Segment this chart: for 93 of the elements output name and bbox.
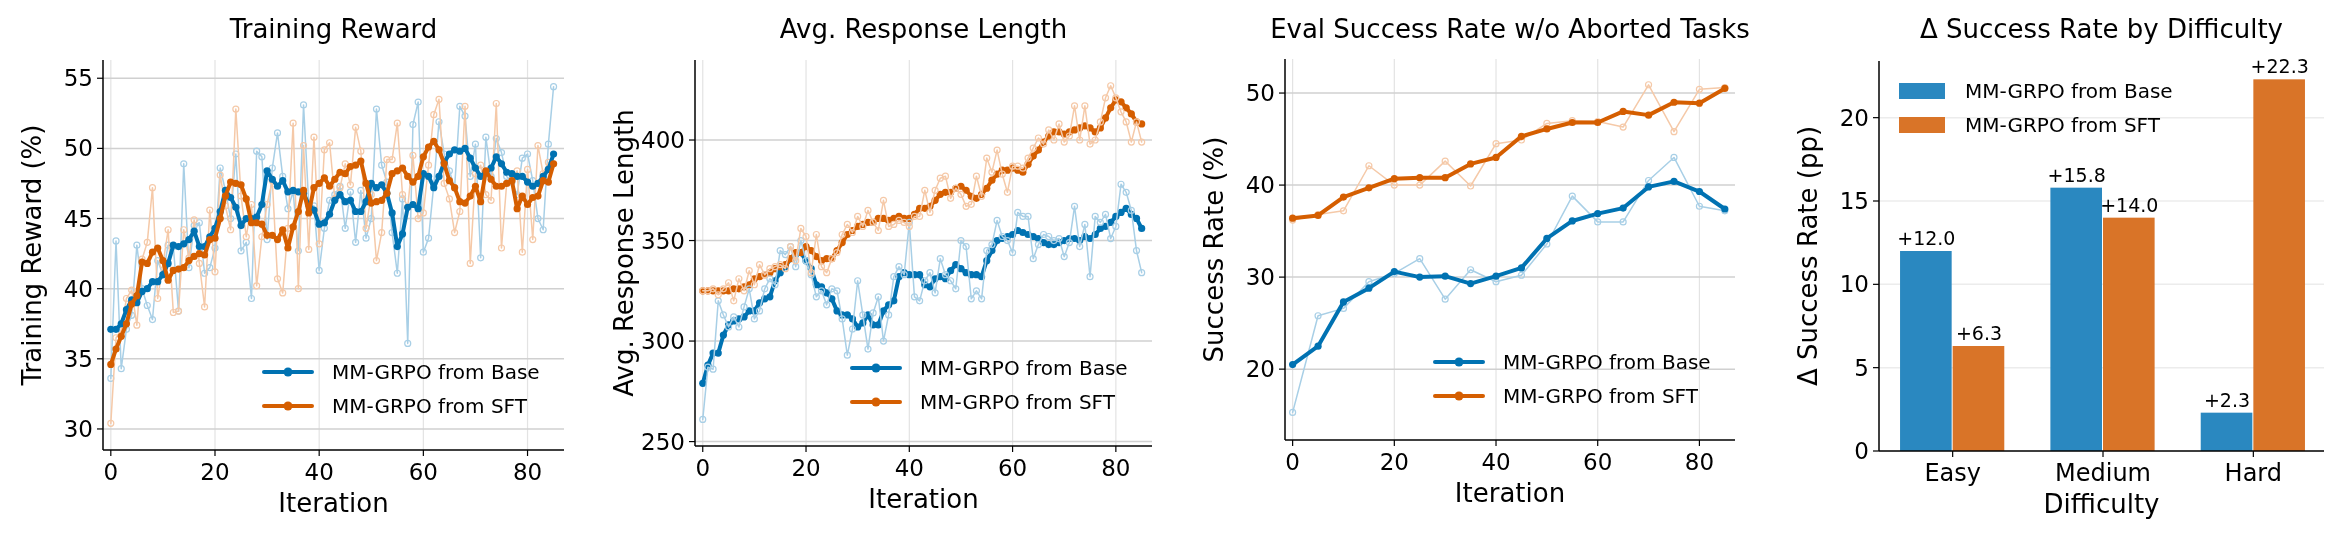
data-label: +22.3 xyxy=(2250,55,2309,78)
legend-label: MM-GRPO from Base xyxy=(1503,350,1711,374)
y-tick-label: 30 xyxy=(63,416,93,443)
x-tick-label: 20 xyxy=(1379,449,1409,475)
legend-label: MM-GRPO from SFT xyxy=(1965,113,2161,137)
point xyxy=(1695,85,1704,93)
point xyxy=(1416,255,1424,263)
point xyxy=(1670,128,1678,136)
bar xyxy=(2253,79,2305,451)
chart-title: Avg. Response Length xyxy=(779,14,1068,44)
point xyxy=(1466,182,1475,190)
point xyxy=(1695,202,1704,210)
x-tick-label: 0 xyxy=(103,459,119,485)
x-tick-label: 60 xyxy=(997,455,1028,481)
y-tick-label: 20 xyxy=(1245,356,1275,383)
point xyxy=(1594,218,1602,226)
legend-label: MM-GRPO from Base xyxy=(1965,79,2173,103)
x-tick-label: 40 xyxy=(894,455,924,481)
x-tick-label: 60 xyxy=(408,459,438,485)
y-tick-label: 30 xyxy=(1245,264,1275,291)
y-tick-label: 20 xyxy=(1839,104,1869,131)
bar xyxy=(2103,217,2155,451)
y-tick-label: 55 xyxy=(63,65,93,92)
chart-title: Δ Success Rate by Difficulty xyxy=(1920,14,2283,44)
point xyxy=(1619,218,1627,226)
x-tick-label: 80 xyxy=(1684,449,1715,475)
bar xyxy=(1900,251,1952,451)
y-tick-label: 40 xyxy=(1245,172,1275,199)
point xyxy=(1314,312,1322,320)
x-tick-label: 60 xyxy=(1583,449,1613,475)
point xyxy=(1619,123,1627,131)
point xyxy=(1339,207,1348,215)
y-tick-label: 50 xyxy=(63,135,93,162)
y-tick-label: 10 xyxy=(1839,271,1869,298)
y-tick-label: 45 xyxy=(63,205,93,232)
x-tick-label: 80 xyxy=(1101,455,1131,481)
data-label: +2.3 xyxy=(2203,388,2251,411)
data-label: +15.8 xyxy=(2047,163,2106,186)
point xyxy=(1568,192,1576,200)
point xyxy=(1289,408,1297,416)
x-tick-label: 80 xyxy=(512,459,543,485)
x-axis-title: Difficulty xyxy=(2043,489,2160,519)
point xyxy=(1517,271,1526,279)
bar xyxy=(1952,346,2005,451)
y-tick-label: 15 xyxy=(1839,188,1869,215)
point xyxy=(1644,81,1653,89)
y-tick-label: 350 xyxy=(641,227,685,254)
data-label: +6.3 xyxy=(1955,322,2003,344)
y-tick-label: 250 xyxy=(641,428,685,455)
x-tick-label: 20 xyxy=(200,459,230,485)
point xyxy=(1365,162,1373,170)
y-tick-label: 50 xyxy=(1245,80,1275,107)
y-tick-label: 5 xyxy=(1854,354,1869,381)
y-tick-label: 300 xyxy=(641,328,685,355)
x-tick-label: Hard xyxy=(2224,459,2283,487)
x-tick-label: 0 xyxy=(1285,449,1300,475)
point xyxy=(1365,278,1373,286)
x-axis-title: Iteration xyxy=(1454,478,1566,508)
point xyxy=(1390,181,1398,189)
y-axis-title: Δ Success Rate (pp) xyxy=(1793,125,1823,387)
legend-label: MM-GRPO from SFT xyxy=(1503,384,1699,408)
legend-label: MM-GRPO from Base xyxy=(920,356,1128,380)
bar xyxy=(2050,187,2103,451)
point xyxy=(1492,278,1500,286)
y-axis-title: Training Reward (%) xyxy=(17,124,47,387)
point xyxy=(1441,157,1449,165)
x-tick-label: Medium xyxy=(2055,459,2151,487)
x-axis-title: Iteration xyxy=(278,488,389,518)
data-label: +12.0 xyxy=(1897,227,1956,249)
point xyxy=(1466,266,1475,274)
data-label: +14.0 xyxy=(2100,193,2159,216)
y-tick-label: 400 xyxy=(641,127,685,154)
legend-label: MM-GRPO from SFT xyxy=(332,394,528,418)
point xyxy=(1492,140,1500,148)
x-tick-label: Easy xyxy=(1924,459,1981,487)
y-tick-label: 40 xyxy=(63,275,93,302)
legend-label: MM-GRPO from Base xyxy=(332,360,540,384)
x-tick-label: 40 xyxy=(1481,449,1511,475)
x-tick-label: 20 xyxy=(791,455,821,481)
x-tick-label: 0 xyxy=(695,455,711,481)
chart-title: Eval Success Rate w/o Aborted Tasks xyxy=(1270,14,1750,44)
chart-title: Training Reward xyxy=(228,14,438,44)
point xyxy=(1416,181,1424,189)
x-tick-label: 40 xyxy=(304,459,334,485)
point xyxy=(1670,153,1678,162)
legend-label: MM-GRPO from SFT xyxy=(920,390,1116,414)
y-axis-title: Avg. Response Length xyxy=(609,109,639,397)
y-tick-label: 35 xyxy=(63,345,93,372)
point xyxy=(1441,295,1449,303)
x-axis-title: Iteration xyxy=(868,484,979,514)
bar xyxy=(2200,412,2253,451)
y-axis-title: Success Rate (%) xyxy=(1199,136,1229,363)
point xyxy=(1644,176,1653,185)
